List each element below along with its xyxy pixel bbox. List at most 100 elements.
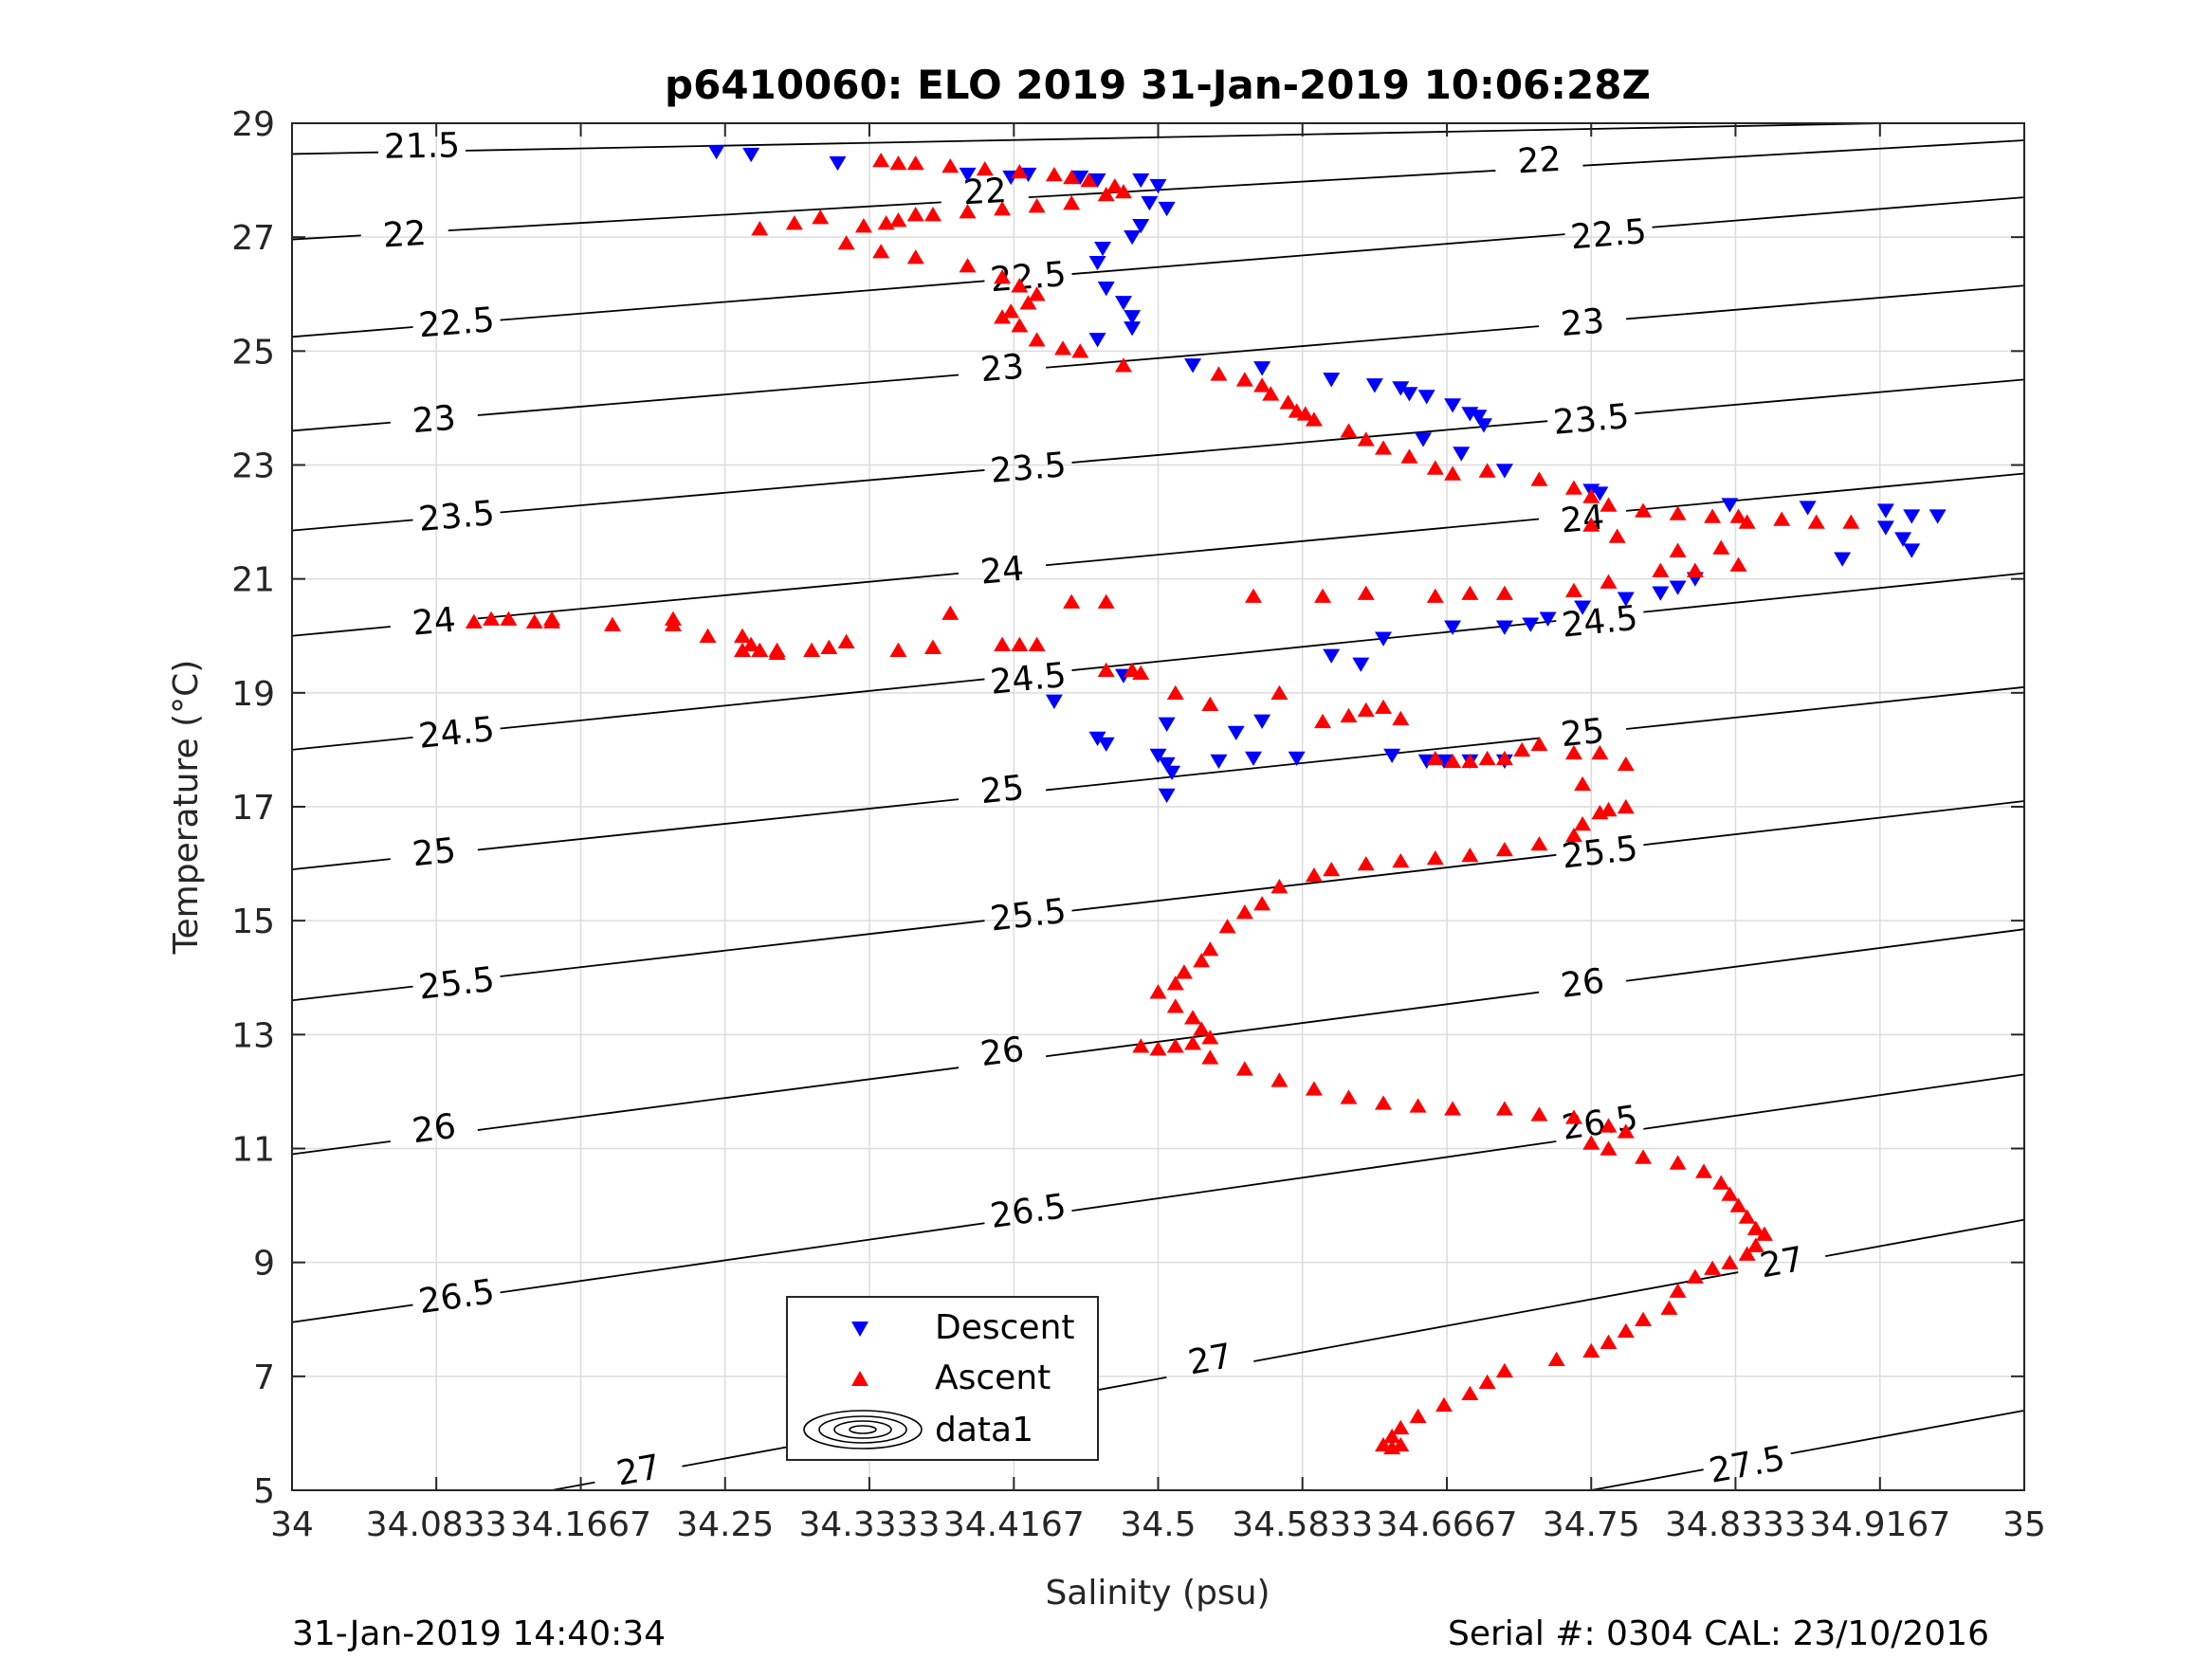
ascent-point	[1357, 855, 1375, 871]
ascent-point	[872, 152, 890, 168]
ascent-point	[1045, 166, 1063, 182]
y-tick-label: 25	[231, 333, 275, 372]
isopycnal-segment	[477, 572, 960, 620]
x-tick-label: 34.0833	[366, 1505, 507, 1544]
x-tick-label: 34.75	[1543, 1505, 1640, 1544]
y-axis-ticks: 5 7 9 11 13 15 17 19 21 23 25 27 29	[231, 105, 2024, 1511]
ascent-point	[1495, 1101, 1513, 1116]
ascent-point	[1600, 1334, 1618, 1349]
descent-point	[1114, 296, 1132, 311]
ascent-point	[1738, 1209, 1756, 1224]
ascent-point	[1235, 1061, 1253, 1076]
ascent-point	[1773, 511, 1791, 526]
ascent-point	[1028, 286, 1046, 301]
ascent-point	[1235, 904, 1253, 920]
descent-point	[1375, 631, 1393, 647]
ascent-point	[1564, 827, 1582, 843]
isopycnal-segment	[1652, 196, 2025, 228]
ascent-point	[699, 628, 717, 643]
ascent-point	[1392, 852, 1410, 868]
ascent-point	[1660, 1300, 1678, 1315]
descent-point	[1124, 310, 1142, 325]
descent-point	[1352, 657, 1370, 672]
y-tick-label: 21	[231, 561, 275, 600]
ascent-point	[1513, 741, 1531, 757]
isopycnal-25.5: 25.525.525.5	[291, 800, 2025, 1008]
isopycnal-label: 27	[1757, 1240, 1806, 1286]
ascent-point	[1495, 585, 1513, 600]
isopycnal-segment	[1071, 1140, 1557, 1212]
ascent-point	[1547, 1351, 1565, 1367]
ascent-point	[1444, 753, 1462, 769]
ascent-point	[1114, 184, 1132, 199]
descent-point	[1392, 381, 1410, 396]
ascent-point	[1305, 1081, 1323, 1096]
ascent-point	[1721, 1254, 1739, 1269]
descent-point	[1383, 748, 1401, 764]
ascent-point	[976, 160, 994, 176]
ascent-point	[1582, 1342, 1600, 1358]
y-tick-label: 9	[253, 1245, 275, 1284]
ascent-point	[1063, 169, 1081, 185]
isopycnal-segment	[1626, 472, 2025, 512]
descent-point	[1470, 410, 1488, 425]
y-tick-label: 5	[253, 1472, 275, 1511]
ascent-point	[1409, 1098, 1427, 1113]
isopycnal-label: 25.5	[988, 892, 1068, 939]
isopycnal-segment	[291, 421, 391, 432]
ascent-point	[1669, 542, 1687, 557]
ascent-point	[1738, 514, 1756, 529]
ascent-point	[1426, 750, 1444, 766]
ascent-point	[1201, 1049, 1219, 1065]
ascent-point	[1392, 1419, 1410, 1435]
isopycnal-segment	[1643, 1073, 2025, 1130]
isopycnal-segment	[1643, 800, 2025, 847]
isopycnal-26: 26 26 26	[291, 928, 2025, 1156]
descent-point	[1045, 694, 1063, 709]
descent-point	[1415, 432, 1433, 447]
descent-point	[1495, 620, 1513, 635]
legend-data1-marker	[803, 1410, 923, 1449]
isopycnal-label: 26	[978, 1030, 1027, 1075]
ascent-point	[1461, 847, 1479, 863]
ascent-point	[1019, 295, 1037, 310]
ascent-point	[1106, 177, 1124, 193]
ascent-point	[1193, 1021, 1211, 1036]
ascent-point	[1175, 964, 1193, 979]
descent-point	[1574, 600, 1592, 615]
isopycnal-segment	[1626, 685, 2025, 730]
x-axis-ticks: 34 34.0833 34.1667 34.25 34.3333 34.4167 34.5 3…	[270, 123, 2046, 1544]
ascent-point	[1253, 896, 1271, 911]
isopycnal-segment	[1071, 853, 1557, 912]
x-tick-label: 34.9167	[1809, 1505, 1950, 1544]
legend-descent-label: Descent	[935, 1308, 1075, 1347]
y-tick-label: 27	[231, 219, 275, 258]
ascent-point	[1582, 1135, 1600, 1150]
ascent-point	[941, 157, 960, 173]
ascent-point	[1071, 343, 1089, 358]
isopycnal-segment	[291, 326, 413, 338]
ascent-point	[1530, 736, 1548, 752]
ascent-point	[1011, 278, 1029, 293]
ascent-point	[906, 249, 924, 264]
ascent-point	[959, 258, 977, 273]
descent-point	[1591, 486, 1609, 501]
ascent-point	[1166, 975, 1184, 991]
ascent-point	[1435, 1396, 1453, 1413]
isopycnal-label: 21.5	[384, 126, 461, 167]
ascent-point	[1383, 1428, 1401, 1444]
ascent-point	[1392, 1436, 1410, 1452]
descent-point	[1929, 509, 1947, 524]
ascent-point	[1608, 528, 1626, 543]
descent-point	[1400, 387, 1418, 402]
x-tick-label: 34.8333	[1665, 1505, 1806, 1544]
descent-point	[1158, 788, 1176, 804]
isopycnal-label: 22	[1516, 140, 1562, 182]
ascent-point	[1444, 1101, 1462, 1116]
descent-point	[959, 167, 977, 183]
ascent-point	[1564, 480, 1582, 495]
ascent-point	[1495, 1362, 1513, 1378]
ascent-point	[1652, 562, 1670, 577]
ascent-point	[1426, 849, 1444, 866]
ascent-point	[1409, 1408, 1427, 1424]
